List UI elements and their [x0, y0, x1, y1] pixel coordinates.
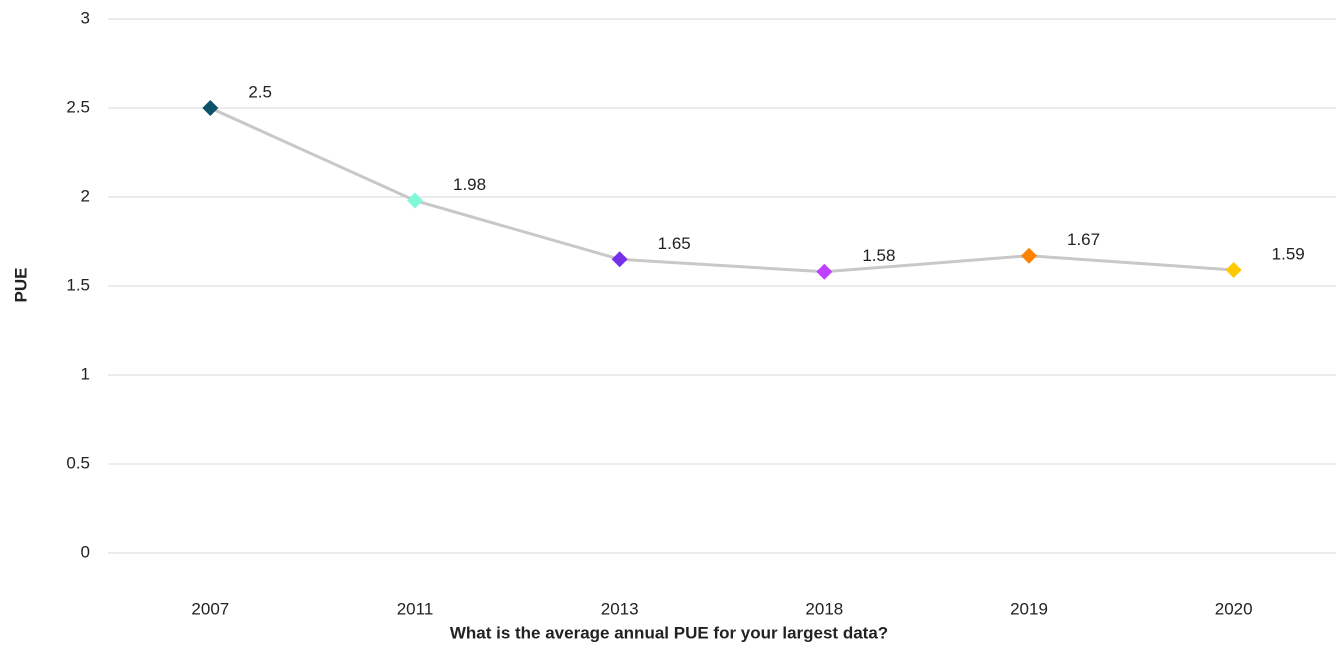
data-label: 1.65: [658, 234, 691, 253]
y-tick-label: 0.5: [66, 453, 90, 472]
data-label: 1.58: [862, 246, 895, 265]
y-tick-label: 1.5: [66, 275, 90, 294]
x-tick-label: 2007: [191, 599, 229, 618]
line: [209, 106, 1234, 274]
x-axis-title: What is the average annual PUE for your …: [450, 623, 888, 642]
x-tick-label: 2011: [397, 599, 434, 618]
y-tick-label: 2.5: [66, 97, 90, 116]
data-label: 1.67: [1067, 230, 1100, 249]
data-label: 1.98: [453, 175, 486, 194]
data-label: 1.59: [1272, 244, 1305, 263]
x-tick-label: 2020: [1215, 599, 1253, 618]
x-tick-label: 2013: [601, 599, 639, 618]
marker: [407, 192, 423, 209]
marker: [611, 251, 628, 268]
y-axis-title: PUE: [11, 268, 30, 303]
marker: [1021, 247, 1037, 264]
x-tick-label: 2019: [1010, 599, 1048, 618]
y-tick-label: 2: [81, 186, 90, 205]
y-tick-label: 0: [81, 542, 90, 561]
y-tick-label: 3: [81, 8, 90, 27]
marker: [816, 263, 833, 280]
marker: [1225, 261, 1242, 278]
marker: [202, 100, 219, 116]
data-label: 2.5: [248, 82, 272, 101]
x-tick-label: 2018: [805, 599, 843, 618]
y-tick-label: 1: [81, 364, 90, 383]
